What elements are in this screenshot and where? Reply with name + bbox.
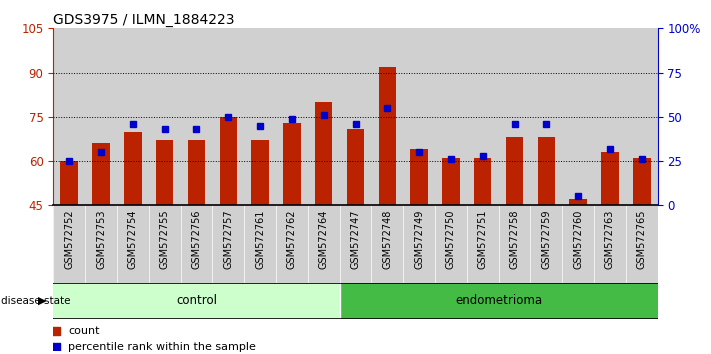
Bar: [467, 28, 498, 205]
Bar: [315, 102, 333, 205]
Bar: [251, 141, 269, 205]
Bar: [124, 132, 141, 205]
Text: disease state: disease state: [1, 296, 71, 306]
Bar: [442, 158, 460, 205]
Text: GSM572747: GSM572747: [351, 209, 360, 269]
Bar: [85, 28, 117, 205]
Text: GSM572755: GSM572755: [160, 209, 170, 269]
Bar: [117, 28, 149, 205]
Bar: [53, 283, 340, 319]
Text: GSM572753: GSM572753: [96, 209, 106, 269]
Bar: [626, 28, 658, 205]
Text: GSM572763: GSM572763: [605, 209, 615, 269]
Bar: [506, 137, 523, 205]
Bar: [53, 28, 85, 205]
Bar: [60, 161, 78, 205]
Bar: [403, 28, 435, 205]
Text: GDS3975 / ILMN_1884223: GDS3975 / ILMN_1884223: [53, 13, 235, 27]
Bar: [378, 67, 396, 205]
Bar: [538, 137, 555, 205]
Text: GSM572762: GSM572762: [287, 209, 297, 269]
Bar: [149, 28, 181, 205]
Text: GSM572752: GSM572752: [64, 209, 74, 269]
Text: endometrioma: endometrioma: [455, 295, 542, 307]
Text: GSM572757: GSM572757: [223, 209, 233, 269]
Bar: [602, 152, 619, 205]
Text: control: control: [176, 295, 217, 307]
Bar: [220, 117, 237, 205]
Text: GSM572765: GSM572765: [637, 209, 647, 269]
Bar: [276, 28, 308, 205]
Bar: [188, 141, 205, 205]
Text: GSM572756: GSM572756: [191, 209, 201, 269]
Text: GSM572748: GSM572748: [383, 209, 392, 269]
Bar: [181, 28, 213, 205]
Text: GSM572760: GSM572760: [573, 209, 583, 269]
Bar: [435, 28, 467, 205]
Bar: [244, 28, 276, 205]
Bar: [340, 283, 658, 319]
Bar: [347, 129, 364, 205]
Text: GSM572759: GSM572759: [541, 209, 551, 269]
Text: GSM572758: GSM572758: [510, 209, 520, 269]
Text: GSM572751: GSM572751: [478, 209, 488, 269]
Bar: [92, 143, 109, 205]
Text: GSM572761: GSM572761: [255, 209, 265, 269]
Text: GSM572750: GSM572750: [446, 209, 456, 269]
Bar: [594, 28, 626, 205]
Bar: [530, 28, 562, 205]
Text: GSM572754: GSM572754: [128, 209, 138, 269]
Text: percentile rank within the sample: percentile rank within the sample: [68, 342, 256, 352]
Text: GSM572764: GSM572764: [319, 209, 328, 269]
Bar: [410, 149, 428, 205]
Text: ▶: ▶: [38, 296, 46, 306]
Text: count: count: [68, 326, 100, 336]
Text: GSM572749: GSM572749: [414, 209, 424, 269]
Bar: [474, 158, 491, 205]
Bar: [308, 28, 340, 205]
Bar: [213, 28, 244, 205]
Bar: [156, 141, 173, 205]
Bar: [498, 28, 530, 205]
Bar: [283, 123, 301, 205]
Bar: [562, 28, 594, 205]
Bar: [633, 158, 651, 205]
Bar: [371, 28, 403, 205]
Bar: [340, 28, 371, 205]
Bar: [570, 199, 587, 205]
